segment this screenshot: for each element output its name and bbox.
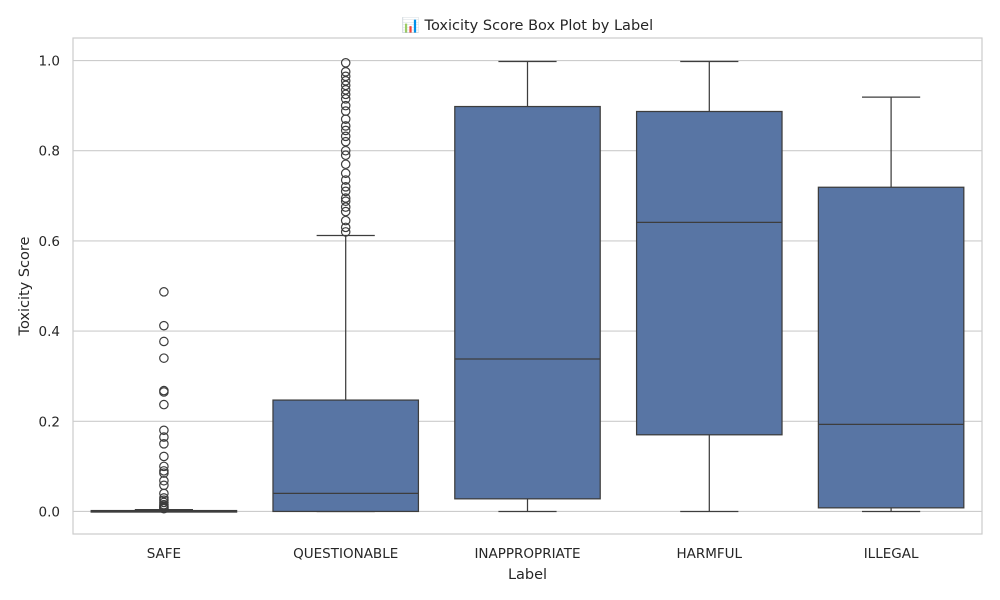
y-tick-label: 0.8 — [39, 144, 60, 160]
outlier-point — [340, 136, 351, 147]
outlier-point — [159, 387, 169, 397]
outlier-point — [340, 215, 351, 226]
outlier-point — [340, 131, 351, 142]
x-tick-label: SAFE — [147, 546, 181, 562]
outlier-point — [340, 193, 351, 203]
outlier-point — [340, 182, 351, 192]
y-axis-label: Toxicity Score — [17, 236, 33, 336]
box-iqr — [635, 110, 783, 436]
outlier-point — [159, 451, 169, 462]
outlier-point — [159, 503, 169, 514]
box-harmful — [635, 60, 783, 513]
outlier-point — [340, 114, 351, 124]
outlier-point — [159, 468, 169, 478]
x-tick-label: ILLEGAL — [864, 546, 919, 562]
box-inappropriate — [454, 60, 601, 513]
y-tick-label: 0.6 — [39, 234, 60, 250]
outlier-point — [340, 85, 351, 95]
outlier-point — [340, 100, 351, 111]
outlier-point — [159, 432, 169, 442]
chart-title: 📊 Toxicity Score Box Plot by Label — [402, 16, 653, 34]
outlier-point — [159, 336, 169, 347]
outlier-point — [340, 196, 351, 207]
outlier-point — [159, 461, 169, 472]
box-safe — [90, 287, 238, 514]
outlier-point — [340, 89, 351, 100]
x-tick-label: INAPPROPRIATE — [474, 546, 580, 562]
y-tick-label: 0.4 — [39, 324, 60, 340]
y-tick-label: 0.0 — [39, 504, 60, 520]
outlier-point — [340, 121, 351, 131]
y-tick-label: 1.0 — [39, 54, 60, 70]
y-tick-labels: 0.0 0.2 0.4 0.6 0.8 1.0 — [39, 54, 60, 521]
outlier-point — [340, 145, 351, 156]
plot-frame — [72, 37, 983, 535]
outlier-point — [159, 439, 169, 449]
outlier-point — [340, 202, 351, 212]
outlier-point — [159, 287, 169, 297]
outlier-point — [340, 150, 351, 161]
outlier-point — [159, 353, 169, 363]
x-tick-labels: SAFE QUESTIONABLE INAPPROPRIATE HARMFUL ILLE… — [147, 546, 919, 562]
outlier-point — [159, 320, 169, 331]
outlier-point — [340, 71, 351, 82]
x-axis-label: Label — [508, 567, 547, 583]
boxes — [90, 57, 965, 514]
outlier-point — [340, 186, 351, 197]
box-questionable — [272, 57, 420, 513]
outlier-point — [340, 94, 351, 104]
box-illegal — [817, 96, 965, 513]
outlier-point — [340, 227, 351, 237]
outlier-point — [340, 125, 351, 136]
x-tick-label: HARMFUL — [677, 546, 743, 562]
outlier-point — [340, 206, 351, 217]
outlier-point — [159, 399, 169, 410]
y-tick-label: 0.2 — [39, 414, 60, 430]
outlier-point — [340, 76, 351, 86]
outlier-point — [340, 222, 351, 233]
box-iqr — [454, 105, 601, 500]
outlier-point — [340, 175, 351, 185]
outlier-point — [340, 168, 351, 179]
outlier-point — [159, 475, 169, 486]
outlier-point — [340, 80, 351, 91]
box-iqr — [272, 399, 420, 513]
outlier-point — [340, 67, 351, 77]
outlier-point — [340, 159, 351, 170]
outlier-point — [340, 57, 351, 68]
x-tick-label: QUESTIONABLE — [293, 546, 398, 562]
outlier-point — [159, 488, 169, 499]
outlier-point — [159, 425, 169, 436]
box-iqr — [817, 186, 965, 509]
